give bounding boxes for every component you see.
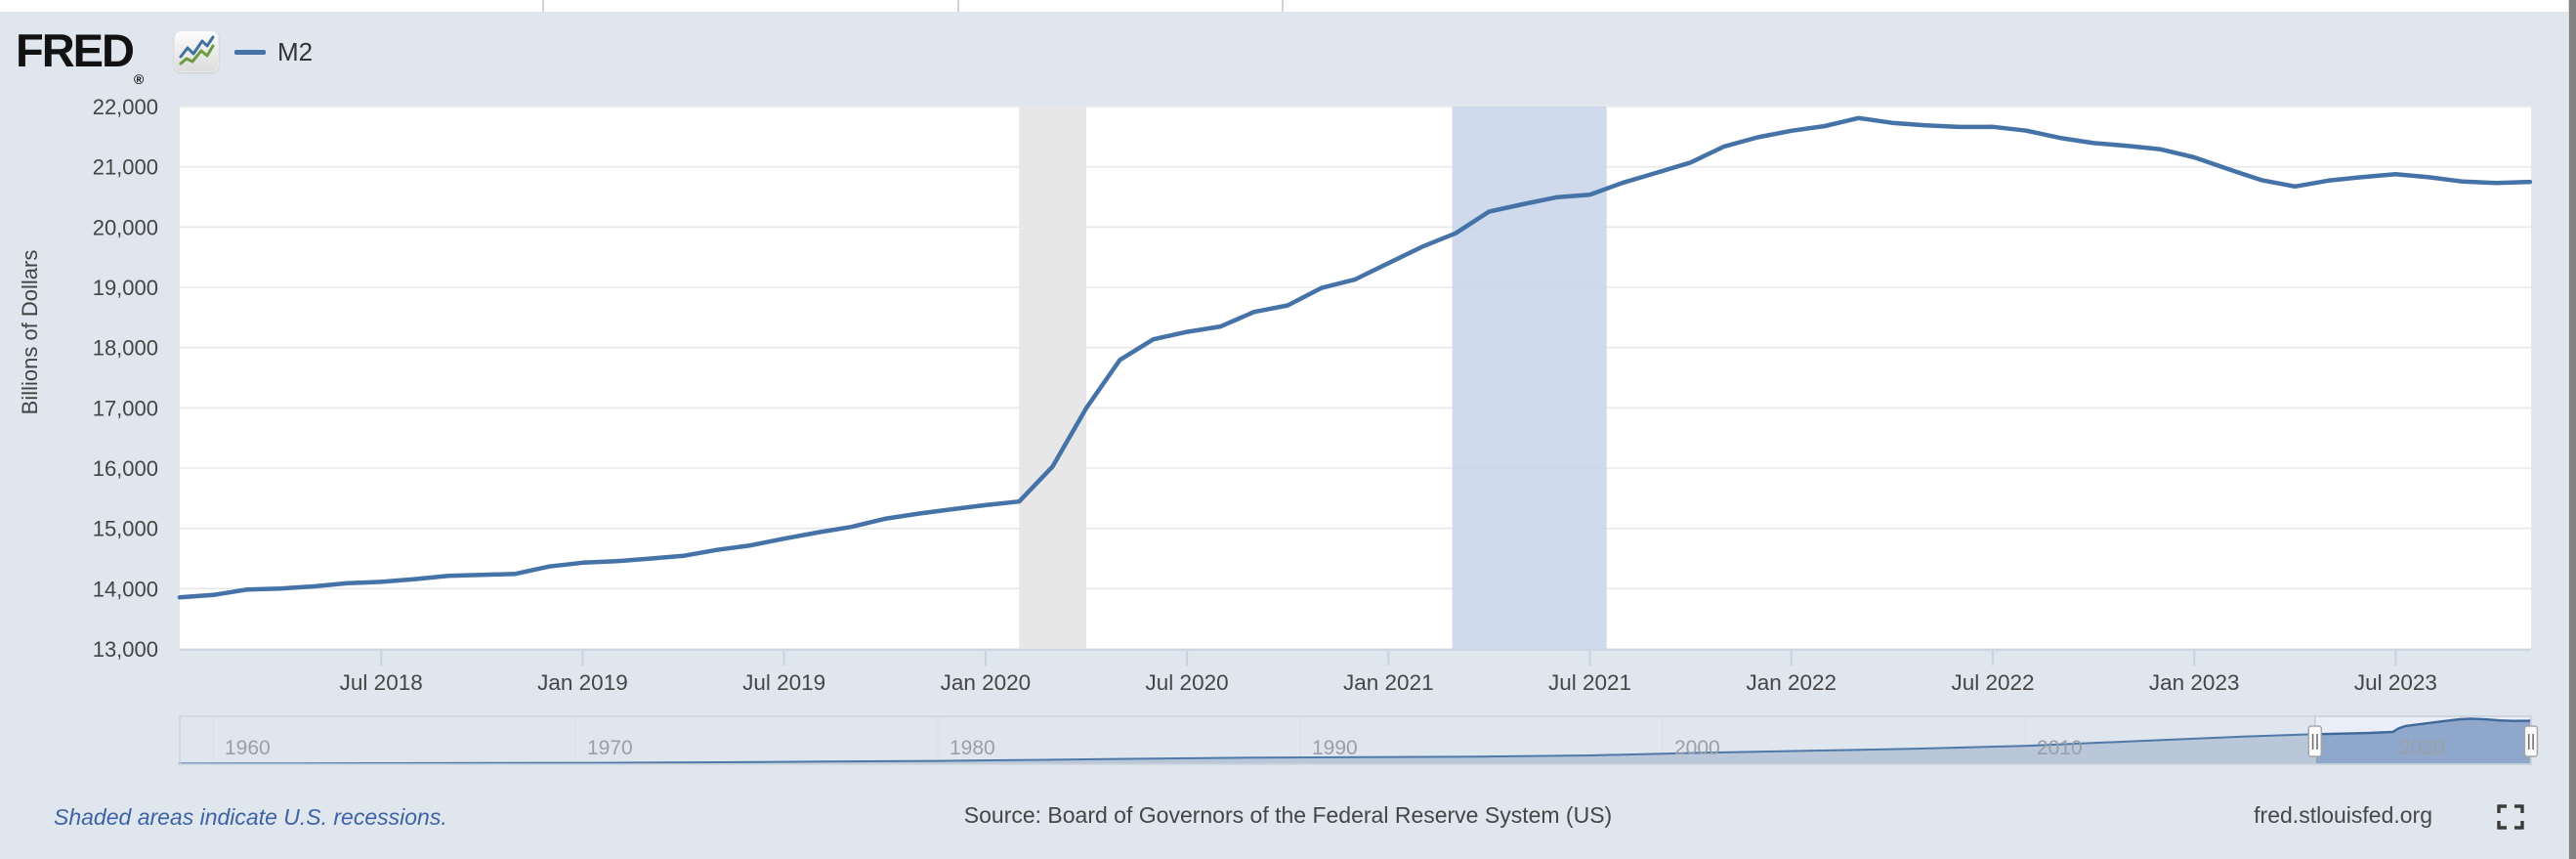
navigator-year-label: 1990 — [1312, 737, 1358, 759]
source-text: Source: Board of Governors of the Federa… — [963, 802, 1613, 828]
y-axis-title: Billions of Dollars — [18, 250, 42, 415]
plot-area[interactable] — [180, 107, 2531, 649]
registered-mark: ® — [133, 71, 145, 87]
navigator-left-handle[interactable] — [2307, 725, 2323, 757]
fred-line-chart-icon — [174, 30, 219, 72]
x-axis-tick-label: Jul 2023 — [2354, 670, 2437, 695]
vertical-scrollbar[interactable] — [2568, 0, 2576, 859]
strip-separator — [542, 0, 544, 12]
y-axis-tick-label: 15,000 — [93, 517, 158, 541]
navigator-area-masked — [178, 718, 2531, 764]
x-axis-tick-label: Jul 2020 — [1146, 670, 1229, 695]
y-axis-tick-label: 18,000 — [93, 336, 158, 361]
recession-shading-band — [1019, 107, 1086, 649]
x-axis-tick-label: Jan 2022 — [1746, 670, 1837, 695]
fullscreen-icon — [2497, 804, 2524, 830]
y-axis-tick-label: 19,000 — [93, 276, 158, 300]
y-axis-tick-label: 21,000 — [93, 155, 158, 180]
m2-line-series — [177, 115, 2533, 600]
fullscreen-button[interactable] — [2494, 800, 2527, 834]
y-axis-tick-label: 16,000 — [93, 456, 158, 481]
strip-separator — [1282, 0, 1284, 12]
x-axis-tick-label: Jul 2021 — [1548, 670, 1631, 695]
x-axis-tick-label: Jan 2020 — [941, 670, 1032, 695]
browser-edge-strip — [0, 0, 2569, 12]
fred-site-link[interactable]: fred.stlouisfed.org — [2254, 802, 2432, 828]
x-axis-tick-label: Jan 2023 — [2149, 670, 2240, 695]
fred-logo[interactable]: FRED® — [16, 24, 145, 87]
navigator-year-label: 1970 — [587, 737, 633, 759]
strip-separator — [957, 0, 959, 12]
y-axis-tick-label: 22,000 — [93, 95, 158, 119]
recession-note: Shaded areas indicate U.S. recessions. — [54, 804, 447, 830]
navigator-year-label: 2010 — [2037, 737, 2083, 759]
highlight-band — [1452, 107, 1607, 649]
y-axis-tick-label: 14,000 — [93, 577, 158, 601]
navigator-line-selected — [2314, 717, 2531, 736]
x-axis-tick-label: Jan 2021 — [1343, 670, 1434, 695]
navigator-area-selected — [2314, 718, 2531, 764]
y-axis-tick-label: 20,000 — [93, 215, 158, 239]
legend-series-label: M2 — [277, 36, 314, 66]
x-axis-tick-label: Jul 2022 — [1951, 670, 2034, 695]
x-axis-tick-label: Jul 2019 — [742, 670, 825, 695]
navigator-year-label: 2000 — [1674, 737, 1720, 759]
y-axis-tick-label: 17,000 — [93, 396, 158, 420]
navigator-year-label: 1980 — [950, 737, 995, 759]
navigator-right-handle[interactable] — [2523, 725, 2539, 757]
x-axis-tick-label: Jul 2018 — [340, 670, 423, 695]
legend-line-swatch — [234, 49, 266, 55]
legend: M2 — [234, 37, 313, 66]
navigator-year-label: 1960 — [225, 737, 271, 759]
x-axis-tick-label: Jan 2019 — [537, 670, 628, 695]
navigator-year-label: 2020 — [2399, 737, 2445, 759]
y-axis-tick-label: 13,000 — [93, 637, 158, 662]
